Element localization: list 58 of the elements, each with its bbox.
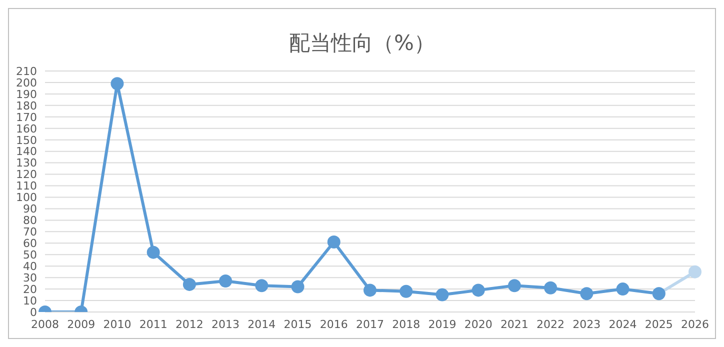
x-tick-label: 2010: [103, 318, 132, 331]
x-tick-label: 2012: [175, 318, 204, 331]
y-tick-label: 120: [16, 168, 37, 182]
point: [219, 274, 232, 288]
chart-title: 配当性向（%）: [288, 30, 436, 57]
y-tick-label: 140: [16, 145, 37, 158]
y-tick-label: 90: [23, 202, 37, 216]
y-tick-label: 210: [16, 64, 37, 78]
y-tick-label: 110: [16, 180, 37, 193]
point: [146, 246, 160, 259]
point: [688, 265, 702, 278]
x-tick-label: 2011: [139, 318, 168, 331]
x-tick-label: 2019: [428, 318, 456, 331]
x-tick-label: 2023: [572, 318, 601, 331]
x-tick-label: 2018: [392, 318, 420, 331]
y-tick-label: 190: [16, 88, 37, 101]
y-tick-label: 50: [23, 248, 37, 262]
y-tick-label: 170: [16, 110, 37, 124]
y-tick-label: 30: [23, 271, 37, 284]
point: [110, 77, 124, 90]
x-tick-label: 2013: [212, 318, 240, 331]
point: [436, 288, 449, 302]
x-tick-label: 2008: [31, 318, 59, 331]
y-tick-label: 10: [23, 294, 37, 308]
point: [616, 282, 630, 296]
x-tick-label: 2025: [644, 318, 673, 331]
y-tick-label: 100: [16, 191, 37, 204]
x-tick-label: 2021: [500, 318, 528, 331]
point: [364, 284, 376, 297]
y-tick-label: 130: [16, 156, 37, 170]
x-tick-label: 2014: [248, 318, 276, 331]
y-tick-label: 0: [30, 306, 37, 319]
x-tick-label: 2015: [284, 318, 312, 331]
x-tick-label: 2026: [681, 318, 709, 331]
y-tick-label: 150: [16, 134, 37, 147]
point: [182, 278, 196, 291]
point: [255, 279, 268, 292]
y-tick-label: 60: [23, 237, 37, 250]
point: [291, 280, 304, 294]
x-tick-label: 2024: [608, 318, 637, 331]
point: [508, 279, 521, 292]
x-tick-label: 2022: [536, 318, 565, 331]
point: [544, 281, 558, 294]
x-tick-label: 2020: [464, 318, 492, 331]
y-tick-label: 180: [16, 99, 37, 112]
y-tick-label: 20: [23, 282, 37, 296]
y-tick-label: 70: [23, 226, 37, 239]
y-tick-label: 40: [23, 260, 37, 273]
y-tick-label: 200: [16, 76, 37, 90]
point: [327, 235, 340, 248]
point: [400, 284, 413, 298]
x-tick-label: 2016: [320, 318, 348, 331]
y-tick-label: 80: [23, 214, 37, 228]
point: [580, 287, 594, 300]
y-tick-label: 160: [16, 122, 37, 136]
point: [472, 284, 485, 297]
x-tick-label: 2017: [356, 318, 384, 331]
x-tick-label: 2009: [67, 318, 96, 331]
